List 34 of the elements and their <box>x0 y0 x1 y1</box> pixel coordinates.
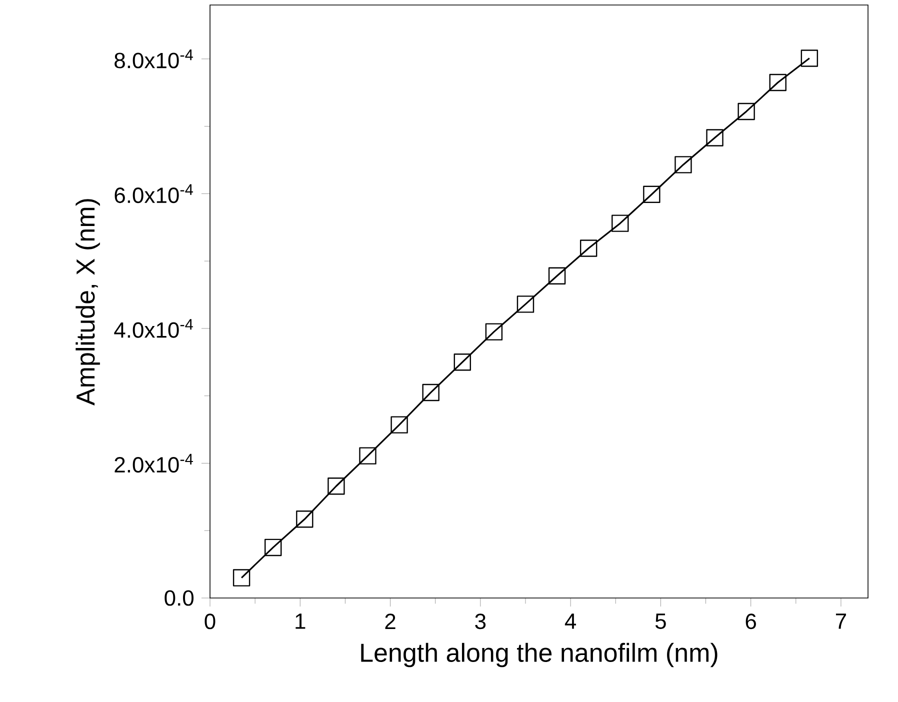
point <box>264 538 282 556</box>
y-axis-title: Amplitude, X (nm) <box>76 199 100 406</box>
point <box>485 323 503 340</box>
point <box>232 569 250 586</box>
point <box>800 50 818 67</box>
y-tick-label: 0.0 <box>164 590 194 606</box>
point <box>454 354 471 371</box>
point <box>422 384 440 402</box>
x-tick-label: 3 <box>475 614 486 630</box>
y-tick-label: 4.0x10$^{-4}$ <box>114 319 193 338</box>
point <box>580 240 598 257</box>
y-tick-label: 8.0x10$^{-4}$ <box>114 50 193 68</box>
y-tick-label: 2.0x10$^{-4}$ <box>114 454 193 473</box>
point <box>390 416 408 434</box>
x-tick-label: 5 <box>655 614 666 629</box>
x-tick-label: 0 <box>204 614 216 630</box>
x-tick-label: 2 <box>385 614 396 629</box>
x-tick-label: 6 <box>746 614 756 630</box>
x-tick-label: 1 <box>296 614 306 629</box>
point <box>738 102 755 120</box>
point <box>769 74 786 92</box>
point <box>548 267 566 284</box>
point <box>328 478 345 495</box>
point <box>706 129 724 146</box>
point <box>674 156 692 174</box>
x-tick-label: 7 <box>836 614 846 629</box>
y-tick-label: 6.0x10$^{-4}$ <box>114 184 193 204</box>
point <box>516 296 534 313</box>
x-tick-label: 4 <box>564 614 576 629</box>
point <box>359 447 376 464</box>
point <box>296 510 314 528</box>
point <box>612 214 629 232</box>
x-axis-title: Length along the nanofilm (nm) <box>361 642 718 668</box>
point <box>643 186 660 203</box>
